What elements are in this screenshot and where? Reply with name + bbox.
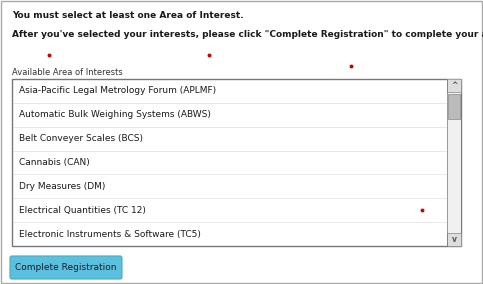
Text: Electronic Instruments & Software (TC5): Electronic Instruments & Software (TC5) [19, 229, 201, 239]
Text: Automatic Bulk Weighing Systems (ABWS): Automatic Bulk Weighing Systems (ABWS) [19, 110, 211, 119]
Text: After you've selected your interests, please click "Complete Registration" to co: After you've selected your interests, pl… [12, 30, 483, 39]
FancyBboxPatch shape [447, 79, 461, 246]
FancyBboxPatch shape [448, 94, 460, 119]
Text: Complete Registration: Complete Registration [15, 263, 117, 272]
FancyBboxPatch shape [12, 79, 461, 246]
Text: ^: ^ [451, 81, 457, 90]
Text: Available Area of Interests: Available Area of Interests [12, 68, 123, 77]
FancyBboxPatch shape [447, 79, 461, 92]
Text: Electrical Quantities (TC 12): Electrical Quantities (TC 12) [19, 206, 146, 215]
FancyBboxPatch shape [447, 233, 461, 246]
Text: v: v [452, 235, 456, 244]
Text: Asia-Pacific Legal Metrology Forum (APLMF): Asia-Pacific Legal Metrology Forum (APLM… [19, 86, 216, 95]
Text: Belt Conveyer Scales (BCS): Belt Conveyer Scales (BCS) [19, 134, 143, 143]
Text: Cannabis (CAN): Cannabis (CAN) [19, 158, 90, 167]
Text: You must select at least one Area of Interest.: You must select at least one Area of Int… [12, 11, 243, 20]
FancyBboxPatch shape [10, 256, 122, 279]
Text: Dry Measures (DM): Dry Measures (DM) [19, 182, 105, 191]
